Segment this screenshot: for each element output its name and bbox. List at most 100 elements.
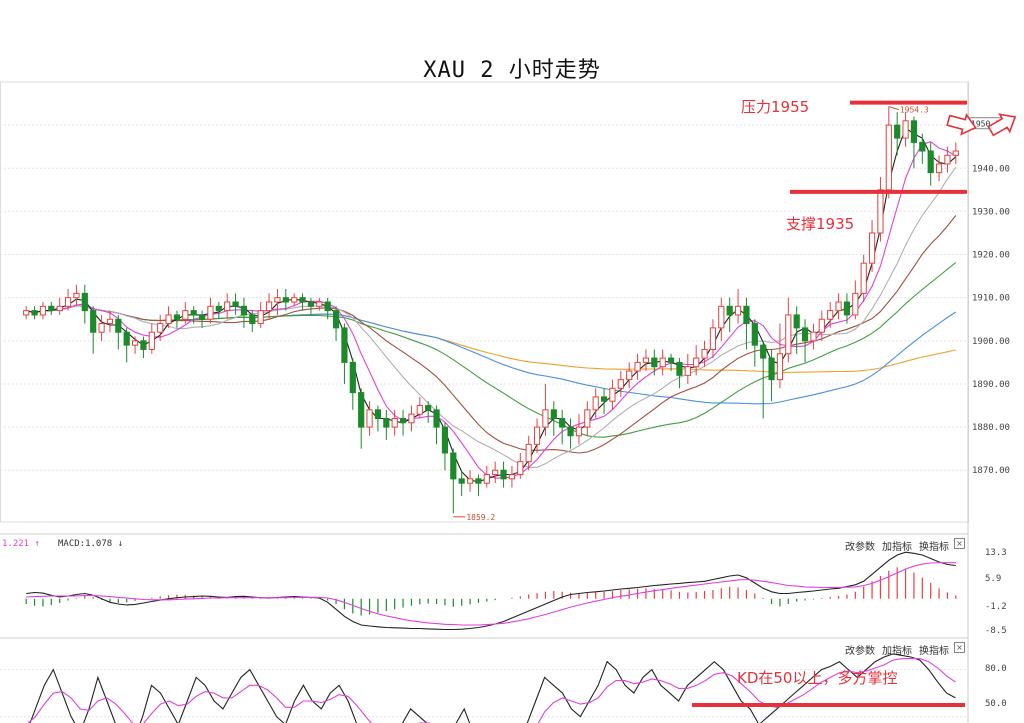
candle-body — [282, 297, 289, 303]
candle — [81, 284, 88, 324]
candle-body — [667, 357, 675, 363]
macd-dif-value: 1.221 ↑ — [2, 539, 40, 549]
candle-body — [274, 297, 281, 303]
candle — [952, 142, 959, 164]
candle — [693, 345, 700, 376]
candle-body — [768, 357, 775, 381]
candle-body — [475, 478, 482, 484]
candle-body — [307, 301, 315, 307]
candle — [575, 414, 583, 445]
candle — [508, 465, 516, 488]
candle-body — [575, 426, 583, 437]
candle — [249, 310, 256, 333]
candle-body — [374, 409, 382, 419]
ma20-line — [26, 166, 957, 468]
candle-body — [718, 305, 725, 329]
candle-body — [23, 310, 30, 316]
candle — [793, 306, 800, 354]
candle-body — [894, 124, 901, 139]
arrow-right-icon — [946, 113, 977, 136]
candle-body — [232, 301, 239, 307]
candle — [23, 306, 30, 320]
candle-body — [651, 357, 658, 368]
candle — [299, 293, 306, 311]
candle — [852, 280, 859, 320]
candle-body — [90, 310, 97, 333]
price-tick-label: 1890.00 — [972, 380, 1010, 390]
macd-dif-line — [26, 551, 956, 631]
kd-close-icon[interactable]: × — [954, 642, 965, 653]
candle — [559, 409, 566, 445]
macd-switch-indicator-button[interactable]: 换指标 — [919, 542, 949, 553]
candle — [441, 422, 449, 471]
kd-add-indicator-button[interactable]: 加指标 — [882, 646, 912, 657]
kd-change-params-button[interactable]: 改参数 — [845, 646, 875, 657]
macd-change-params-button[interactable]: 改参数 — [845, 542, 875, 553]
candle — [265, 293, 273, 320]
candle — [776, 323, 784, 389]
candle — [592, 388, 599, 419]
candle-body — [131, 340, 139, 346]
candle — [609, 379, 616, 410]
candle-body — [207, 305, 214, 320]
macd-dea-line — [26, 562, 956, 626]
candle — [282, 289, 289, 311]
candle — [182, 302, 189, 324]
candle — [148, 323, 155, 354]
kd-d-line — [27, 658, 956, 723]
candle-body — [190, 310, 197, 316]
candle — [131, 336, 139, 354]
candle — [542, 383, 549, 436]
candle — [760, 340, 767, 419]
candle-body — [324, 301, 331, 312]
candle-body — [919, 141, 926, 152]
candle — [500, 461, 507, 488]
candle-body — [48, 305, 55, 312]
candle-body — [818, 318, 825, 333]
candle-body — [140, 340, 147, 350]
candle — [349, 358, 356, 410]
candle-body — [626, 370, 633, 381]
candle-body — [358, 392, 365, 428]
candle — [818, 310, 825, 341]
candle-body — [785, 314, 792, 355]
candle-body — [316, 301, 323, 307]
candle-body — [148, 331, 155, 350]
candle — [165, 306, 172, 328]
kd-switch-indicator-button[interactable]: 换指标 — [919, 646, 949, 657]
candle-body — [291, 297, 298, 303]
candle-body — [860, 262, 867, 294]
candle-body — [416, 405, 423, 415]
macd-tick: 13.3 — [985, 548, 1007, 558]
candle-body — [843, 301, 851, 316]
candle-body — [81, 292, 88, 312]
candle — [123, 327, 130, 363]
candle — [257, 302, 264, 328]
candle — [90, 306, 97, 354]
candle-body — [182, 310, 189, 320]
candle-body — [349, 361, 356, 394]
candle — [868, 220, 876, 272]
macd-add-indicator-button[interactable]: 加指标 — [882, 542, 912, 553]
candle — [835, 293, 842, 320]
candle-body — [559, 417, 566, 428]
macd-tick: -8.5 — [985, 626, 1007, 636]
candle-body — [902, 120, 909, 139]
candle — [567, 418, 574, 449]
macd-close-icon[interactable]: × — [954, 538, 965, 549]
candle-body — [165, 314, 172, 325]
resistance-label: 压力1955 — [741, 98, 810, 116]
candle — [416, 396, 423, 419]
candle — [466, 470, 474, 492]
candle-body — [801, 327, 809, 342]
kd-note-label: KD在50以上，多方掌控 — [737, 669, 898, 687]
macd-tick: 5.9 — [985, 574, 1002, 584]
candle — [860, 254, 867, 302]
price-tick-label: 1870.00 — [972, 466, 1010, 476]
price-tick-label: 1920.00 — [972, 251, 1010, 261]
arrow-right-icon-shape — [946, 113, 977, 136]
price-tick-label: 1880.00 — [972, 423, 1010, 433]
candle — [651, 349, 658, 376]
high-marker — [888, 106, 899, 111]
candle-body — [408, 413, 415, 424]
